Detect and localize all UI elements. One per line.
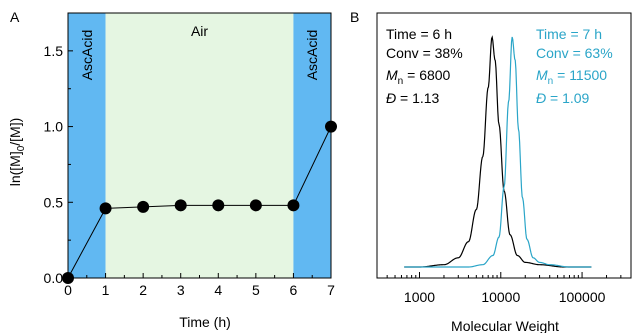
a-y-axis-label: ln([M]0/[M]) (7, 118, 27, 187)
b-axes: 1000 10000 100000 (376, 12, 632, 305)
annotation-7h-mn: Mn = 11500 (536, 67, 607, 87)
a-y-tick-label: 0.0 (44, 270, 64, 286)
region-band-1 (105, 13, 294, 278)
annotation-6h: Time = 6 h Conv = 38% Mn = 6800 Đ = 1.13 (386, 26, 463, 106)
a-y-tick-label: 1.0 (44, 119, 64, 135)
a-x-tick-label: 5 (252, 282, 260, 298)
b-x-tick-label: 1000 (404, 289, 435, 305)
panel-a-label: A (10, 9, 20, 25)
a-data-point (137, 200, 150, 213)
a-y-tick-label: 1.5 (44, 43, 64, 59)
annotation-6h-time: Time = 6 h (386, 26, 452, 42)
annotation-7h-dispersity: Đ = 1.09 (536, 90, 590, 106)
a-data-point (287, 199, 300, 212)
b-x-tick-label: 10000 (481, 289, 520, 305)
b-series-curve-0 (404, 35, 592, 268)
a-series-line (67, 126, 332, 279)
a-data-point (62, 272, 74, 284)
a-data-point (174, 199, 187, 212)
b-plot-frame (376, 12, 632, 279)
a-axes: 0 1 2 3 4 5 6 7 0.0 0.5 1.0 1.5 (44, 12, 335, 298)
a-x-tick-label: 3 (177, 282, 185, 298)
a-x-tick-label: 1 (102, 282, 110, 298)
annotation-7h-time: Time = 7 h (536, 26, 602, 42)
b-data-series (404, 35, 592, 268)
a-x-tick-label: 0 (64, 282, 72, 298)
region-band-0 (68, 13, 106, 278)
a-x-axis-label: Time (h) (179, 314, 231, 330)
annotation-7h: Time = 7 h Conv = 63% Mn = 11500 Đ = 1.0… (536, 26, 613, 106)
annotation-6h-conv: Conv = 38% (386, 45, 463, 61)
b-x-tick-label: 100000 (559, 289, 606, 305)
a-data-series (62, 120, 337, 284)
a-region-bands: AscAcid Air AscAcid (68, 13, 331, 278)
a-data-point (325, 120, 337, 133)
annotation-6h-dispersity: Đ = 1.13 (386, 90, 440, 106)
region-label-0: AscAcid (79, 30, 95, 81)
a-x-tick-label: 2 (139, 282, 147, 298)
region-label-1: Air (191, 23, 208, 39)
panel-a: A AscAcid Air AscAcid 0 1 2 3 4 5 6 7 0.0 0.5 1.0 1.5… (7, 9, 337, 330)
a-data-point (99, 202, 112, 215)
b-x-axis-label: Molecular Weight (451, 318, 559, 333)
annotation-6h-mn: Mn = 6800 (386, 67, 451, 87)
panel-b-label: B (350, 9, 359, 25)
b-series-curve-1 (404, 36, 592, 268)
a-x-tick-label: 6 (290, 282, 298, 298)
a-data-point (212, 199, 225, 212)
a-data-point (249, 199, 262, 212)
panel-b: B 1000 10000 100000 Molecular Weight Time … (350, 9, 632, 333)
region-band-2 (293, 13, 331, 278)
annotation-7h-conv: Conv = 63% (536, 45, 613, 61)
a-x-tick-label: 7 (327, 282, 335, 298)
region-label-2: AscAcid (304, 30, 320, 81)
a-x-tick-label: 4 (214, 282, 222, 298)
a-y-tick-label: 0.5 (44, 194, 64, 210)
